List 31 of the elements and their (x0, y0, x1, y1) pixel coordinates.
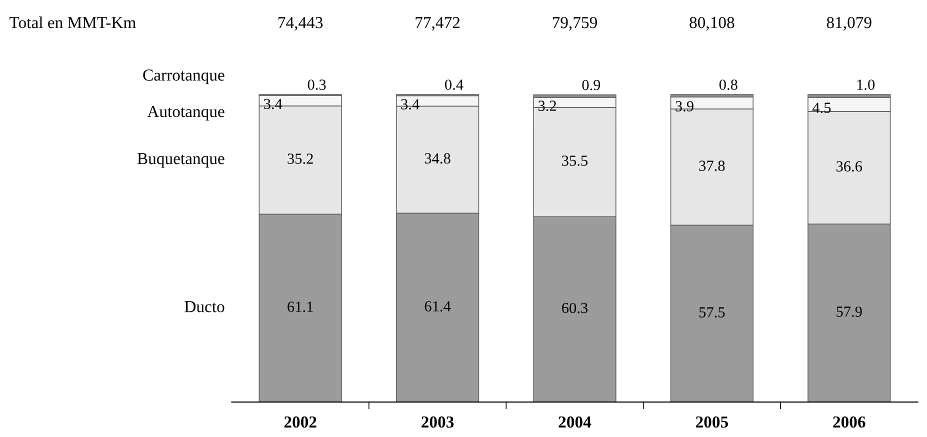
text: Buquetanque (137, 153, 224, 168)
text: 74,443 (278, 17, 323, 31)
data-label: 34.8 (424, 153, 450, 164)
data-label: 61.4 (424, 301, 451, 312)
text: Carrotanque (143, 70, 224, 84)
data-label: 61.1 (288, 302, 313, 312)
data-label: 57.5 (699, 307, 725, 318)
data-label: 35.5 (562, 156, 588, 166)
data-label: 35.2 (288, 154, 313, 164)
text: 79,759 (552, 17, 597, 31)
x-tick-label: 2005 (696, 416, 728, 428)
text: 77,472 (416, 17, 460, 31)
data-label: 60.3 (562, 302, 588, 314)
data-label: 0.8 (719, 80, 738, 90)
text: Total en MMT-Km (10, 16, 136, 28)
data-label: 0.4 (445, 80, 464, 90)
data-label: 1.0 (857, 80, 875, 90)
text: 81,079 (826, 16, 872, 31)
x-tick-label: 2003 (422, 416, 454, 428)
data-label: 0.9 (582, 80, 600, 90)
x-tick-label: 2004 (558, 416, 592, 428)
x-tick-label: 2006 (833, 416, 866, 428)
text: 80,108 (690, 16, 734, 31)
data-label: 57.9 (836, 306, 862, 317)
data-label: 0.3 (308, 80, 326, 90)
text: Autotanque (147, 106, 224, 121)
x-tick-label: 2002 (284, 416, 316, 428)
data-label: 36.6 (836, 161, 862, 172)
data-label: 37.8 (699, 160, 725, 171)
text: Ducto (184, 301, 224, 312)
data-label: 4.5 (812, 102, 831, 114)
